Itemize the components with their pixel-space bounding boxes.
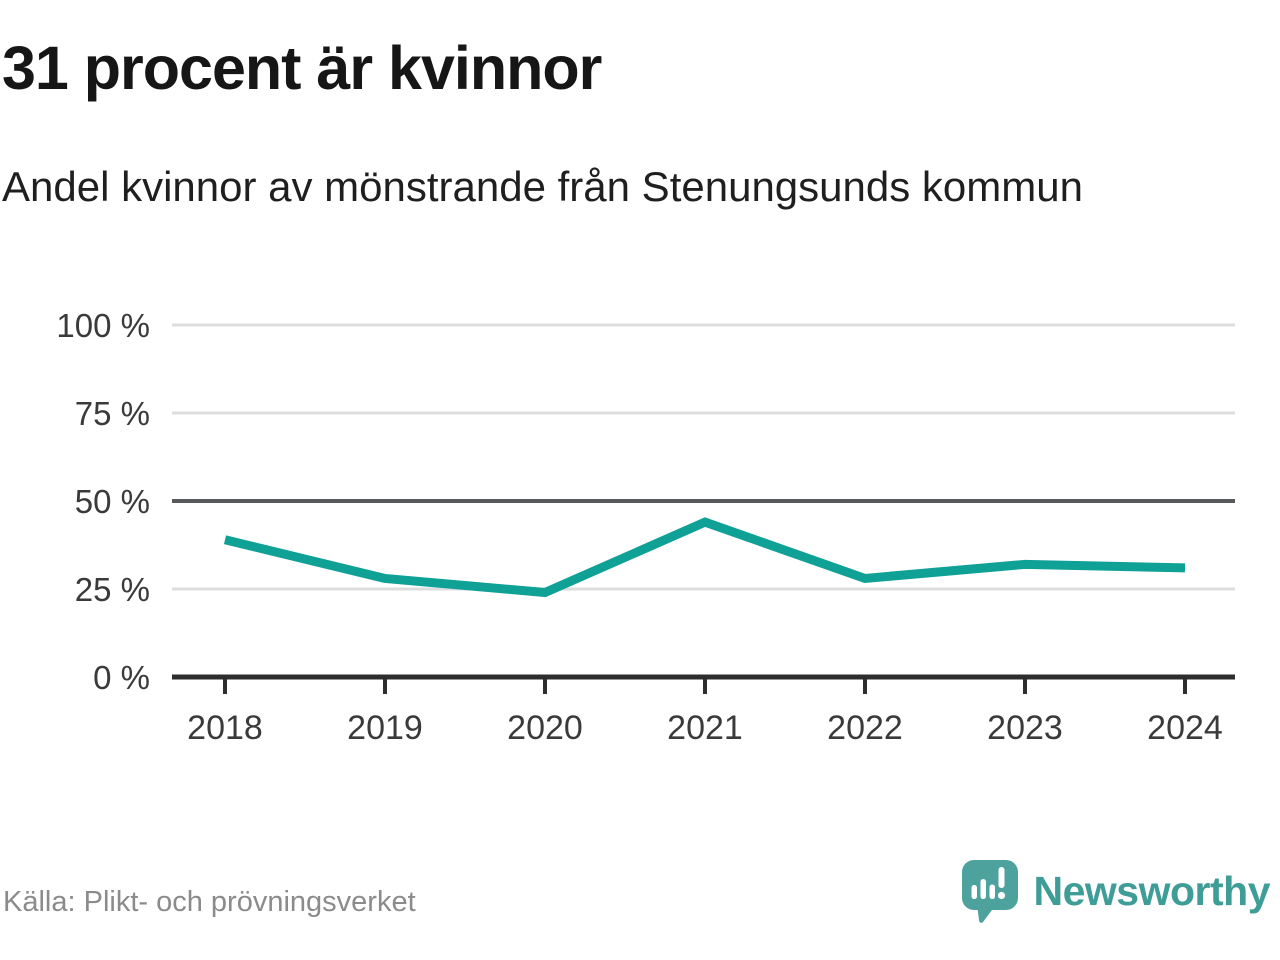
logo-bar-2	[980, 879, 986, 899]
logo-bar-1	[971, 885, 977, 899]
x-tick-label: 2023	[987, 709, 1063, 747]
x-tick-label: 2021	[667, 709, 743, 747]
y-tick-label: 0 %	[93, 659, 150, 696]
newsworthy-logo-icon	[961, 860, 1018, 923]
x-tick-label: 2018	[187, 709, 263, 747]
logo-exclamation-bar	[998, 867, 1004, 888]
x-tick-label: 2020	[507, 709, 583, 747]
x-tick-label: 2019	[347, 709, 423, 747]
logo-bar-3	[989, 884, 995, 899]
newsworthy-wordmark: Newsworthy	[1033, 867, 1271, 914]
y-tick-label: 100 %	[56, 307, 150, 344]
logo-exclamation-dot	[997, 891, 1005, 900]
y-tick-label: 25 %	[75, 571, 150, 608]
x-tick-label: 2024	[1147, 709, 1223, 747]
data-line-Andel kvinnor av mönstrande	[223, 517, 1186, 598]
chart-subtitle: Andel kvinnor av mönstrande från Stenung…	[2, 163, 1083, 210]
page-title: 31 procent är kvinnor	[2, 34, 602, 102]
y-tick-label: 75 %	[75, 395, 150, 432]
source-note: Källa: Plikt- och prövningsverket	[3, 886, 416, 918]
y-tick-label: 50 %	[75, 483, 150, 520]
newsworthy-logo: Newsworthy	[958, 858, 1271, 924]
x-tick-label: 2022	[827, 709, 903, 747]
